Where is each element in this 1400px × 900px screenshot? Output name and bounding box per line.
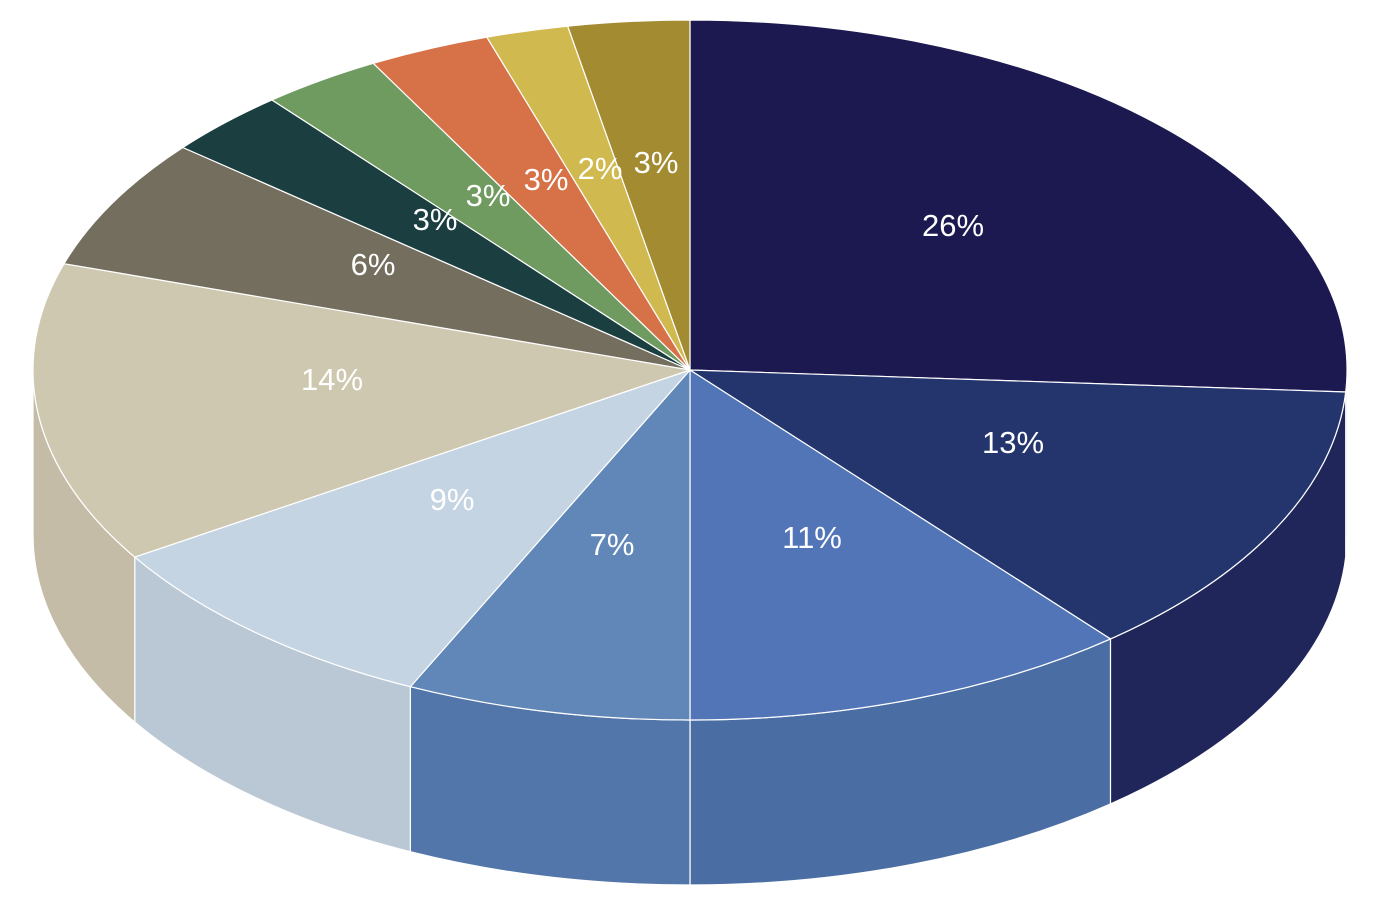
slice-data-label: 3% bbox=[413, 202, 458, 237]
pie-slice bbox=[32, 263, 691, 558]
slice-data-label: 3% bbox=[524, 162, 569, 197]
slice-data-label: 2% bbox=[578, 151, 623, 186]
slice-data-label: 3% bbox=[634, 145, 679, 180]
slice-data-label: 6% bbox=[351, 247, 396, 282]
pie-slice bbox=[689, 369, 1112, 721]
pie-slice bbox=[63, 146, 691, 371]
pie-top-slices bbox=[32, 19, 1348, 721]
pie-data-labels: 26%13%11%7%9%14%6%3%3% 3% 2% 3% bbox=[301, 145, 1044, 562]
pie-slice bbox=[134, 369, 691, 688]
pie-slice bbox=[567, 19, 691, 371]
pie-slice bbox=[689, 369, 1347, 640]
slice-data-label: 26% bbox=[922, 208, 984, 243]
pie-side-walls bbox=[32, 369, 1348, 886]
slice-data-label: 7% bbox=[590, 527, 635, 562]
slice-data-label: 14% bbox=[301, 362, 363, 397]
slice-data-label: 9% bbox=[430, 482, 475, 517]
slice-data-label: 11% bbox=[782, 520, 842, 555]
slice-data-label: 13% bbox=[982, 425, 1044, 460]
pie-slice bbox=[689, 19, 1348, 393]
pie-slice bbox=[409, 369, 691, 721]
slice-data-label: 3% bbox=[466, 178, 511, 213]
